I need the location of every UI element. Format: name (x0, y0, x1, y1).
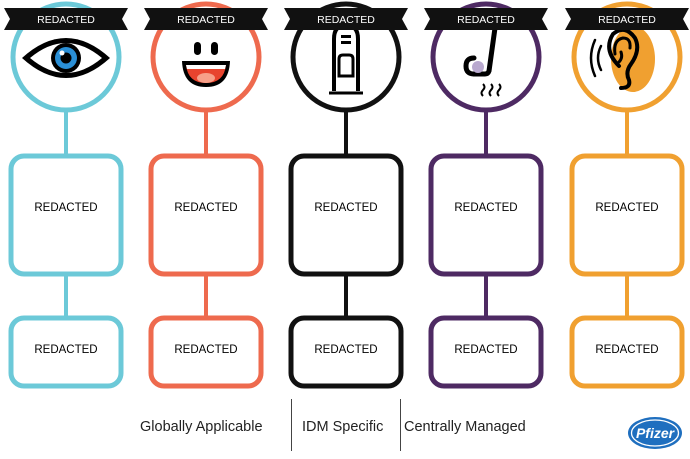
banner-label-touch: REDACTED (317, 14, 375, 26)
icon-circle-taste (150, 1, 262, 113)
banner-ribbon-sight (4, 8, 128, 30)
box-upper-label-sight: REDACTED (34, 202, 97, 214)
box-upper-smell (428, 153, 544, 277)
footer-divider-1 (291, 399, 292, 451)
banner-ribbon-hearing (565, 8, 689, 30)
column-sight: REDACTED REDACTED REDACTED (4, 1, 128, 389)
icon-circle-touch (290, 1, 402, 113)
box-lower-smell (428, 315, 544, 389)
box-lower-label-smell: REDACTED (454, 344, 517, 356)
column-touch: REDACTED REDACTED REDACTED (284, 1, 408, 389)
senses-diagram: REDACTEDREDACTEDREDACTEDREDACTEDREDACTED… (4, 1, 689, 389)
footer-divider-2 (400, 399, 401, 451)
banner-ribbon-taste (144, 8, 268, 30)
column-taste: REDACTED REDACTED REDACTED (144, 1, 268, 389)
column-hearing: REDACTED REDACTED REDACTED (565, 1, 689, 389)
ear-icon (589, 26, 655, 92)
footer-label-idm-specific: IDM Specific (302, 419, 384, 435)
banner-ribbon-touch (284, 8, 408, 30)
box-upper-label-hearing: REDACTED (595, 202, 658, 214)
pfizer-logo: Pfizer (628, 417, 682, 449)
icon-circle-smell (430, 1, 542, 113)
banner-ribbon-smell (424, 8, 548, 30)
box-lower-label-taste: REDACTED (174, 344, 237, 356)
box-upper-label-touch: REDACTED (314, 202, 377, 214)
footer-label-globally-applicable: Globally Applicable (140, 419, 263, 435)
box-lower-label-sight: REDACTED (34, 344, 97, 356)
box-lower-sight (8, 315, 124, 389)
box-upper-touch (288, 153, 404, 277)
svg-text:Pfizer: Pfizer (636, 425, 676, 441)
footer-label-centrally-managed: Centrally Managed (404, 419, 526, 435)
banner-label-taste: REDACTED (177, 14, 235, 26)
box-upper-label-smell: REDACTED (454, 202, 517, 214)
box-lower-label-touch: REDACTED (314, 344, 377, 356)
banner-label-smell: REDACTED (457, 14, 515, 26)
nose-icon (463, 25, 502, 97)
box-upper-hearing (569, 153, 685, 277)
banner-label-sight: REDACTED (37, 14, 95, 26)
banner-label-hearing: REDACTED (598, 14, 656, 26)
eye-icon (22, 38, 110, 78)
box-upper-taste (148, 153, 264, 277)
box-lower-taste (148, 315, 264, 389)
box-upper-label-taste: REDACTED (174, 202, 237, 214)
smiley-mouth-icon (182, 42, 230, 87)
box-upper-sight (8, 153, 124, 277)
box-lower-label-hearing: REDACTED (595, 344, 658, 356)
box-lower-touch (288, 315, 404, 389)
box-lower-hearing (569, 315, 685, 389)
column-smell: REDACTED REDACTED REDACTED (424, 1, 548, 389)
